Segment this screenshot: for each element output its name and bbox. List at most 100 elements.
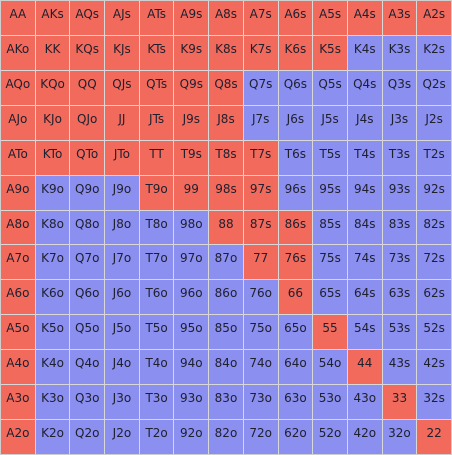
hand-cell[interactable]: 54o [313,350,347,385]
hand-cell[interactable]: AJo [1,105,35,140]
hand-cell[interactable]: QTo [70,140,105,175]
hand-cell[interactable]: K8s [209,35,243,70]
hand-cell[interactable]: J6s [278,105,313,140]
hand-cell[interactable]: T9o [139,175,174,210]
hand-cell[interactable]: A4o [1,350,35,385]
hand-cell[interactable]: KK [35,35,70,70]
hand-cell[interactable]: K8o [35,210,70,245]
hand-cell[interactable]: 62o [278,420,313,454]
hand-cell[interactable]: Q8o [70,210,105,245]
hand-cell[interactable]: J9s [174,105,209,140]
hand-cell[interactable]: Q2s [417,70,451,105]
hand-cell[interactable]: A7s [243,1,278,35]
hand-cell[interactable]: AJs [105,1,139,35]
hand-cell[interactable]: QJs [105,70,139,105]
hand-cell[interactable]: 42o [347,420,382,454]
hand-cell[interactable]: A2o [1,420,35,454]
hand-cell[interactable]: J3o [105,385,139,420]
hand-cell[interactable]: T8s [209,140,243,175]
hand-cell[interactable]: AKs [35,1,70,35]
hand-cell[interactable]: 75s [313,245,347,280]
hand-cell[interactable]: KTs [139,35,174,70]
hand-cell[interactable]: Q7s [243,70,278,105]
hand-cell[interactable]: 83o [209,385,243,420]
hand-cell[interactable]: Q6s [278,70,313,105]
hand-cell[interactable]: Q9s [174,70,209,105]
hand-cell[interactable]: Q3o [70,385,105,420]
hand-cell[interactable]: 94s [347,175,382,210]
hand-cell[interactable]: A9o [1,175,35,210]
hand-cell[interactable]: 92s [417,175,451,210]
hand-cell[interactable]: 42s [417,350,451,385]
hand-cell[interactable]: AKo [1,35,35,70]
hand-cell[interactable]: K5o [35,315,70,350]
hand-cell[interactable]: 53s [382,315,417,350]
hand-cell[interactable]: K3s [382,35,417,70]
hand-cell[interactable]: 82o [209,420,243,454]
hand-cell[interactable]: J5o [105,315,139,350]
hand-cell[interactable]: 43o [347,385,382,420]
hand-cell[interactable]: K5s [313,35,347,70]
hand-cell[interactable]: J2s [417,105,451,140]
hand-cell[interactable]: 54s [347,315,382,350]
hand-cell[interactable]: 98s [209,175,243,210]
hand-cell[interactable]: T8o [139,210,174,245]
hand-cell[interactable]: 97o [174,245,209,280]
hand-cell[interactable]: KTo [35,140,70,175]
hand-cell[interactable]: QTs [139,70,174,105]
hand-cell[interactable]: T3s [382,140,417,175]
hand-cell[interactable]: T6o [139,280,174,315]
hand-cell[interactable]: T2o [139,420,174,454]
hand-cell[interactable]: 66 [278,280,313,315]
hand-cell[interactable]: 65o [278,315,313,350]
hand-cell[interactable]: 74o [243,350,278,385]
hand-cell[interactable]: J4o [105,350,139,385]
hand-cell[interactable]: 85o [209,315,243,350]
hand-cell[interactable]: 94o [174,350,209,385]
hand-cell[interactable]: A3o [1,385,35,420]
hand-cell[interactable]: J3s [382,105,417,140]
hand-cell[interactable]: T7o [139,245,174,280]
hand-cell[interactable]: Q3s [382,70,417,105]
hand-cell[interactable]: 53o [313,385,347,420]
hand-cell[interactable]: 22 [417,420,451,454]
hand-cell[interactable]: K9s [174,35,209,70]
hand-cell[interactable]: A8o [1,210,35,245]
hand-cell[interactable]: 76o [243,280,278,315]
hand-cell[interactable]: K6o [35,280,70,315]
hand-cell[interactable]: 85s [313,210,347,245]
hand-cell[interactable]: KQo [35,70,70,105]
hand-cell[interactable]: 87s [243,210,278,245]
hand-cell[interactable]: Q5o [70,315,105,350]
hand-cell[interactable]: T4s [347,140,382,175]
hand-cell[interactable]: Q5s [313,70,347,105]
hand-cell[interactable]: 73o [243,385,278,420]
hand-cell[interactable]: A4s [347,1,382,35]
hand-cell[interactable]: T2s [417,140,451,175]
hand-cell[interactable]: J2o [105,420,139,454]
hand-cell[interactable]: KQs [70,35,105,70]
hand-cell[interactable]: 63s [382,280,417,315]
hand-cell[interactable]: ATs [139,1,174,35]
hand-cell[interactable]: 33 [382,385,417,420]
hand-cell[interactable]: T5o [139,315,174,350]
hand-cell[interactable]: J8s [209,105,243,140]
hand-cell[interactable]: 62s [417,280,451,315]
hand-cell[interactable]: K4o [35,350,70,385]
hand-cell[interactable]: AQs [70,1,105,35]
hand-cell[interactable]: 65s [313,280,347,315]
hand-cell[interactable]: 64s [347,280,382,315]
hand-cell[interactable]: QJo [70,105,105,140]
hand-cell[interactable]: A5s [313,1,347,35]
hand-cell[interactable]: 99 [174,175,209,210]
hand-cell[interactable]: J6o [105,280,139,315]
hand-cell[interactable]: Q2o [70,420,105,454]
hand-cell[interactable]: A9s [174,1,209,35]
hand-cell[interactable]: J7o [105,245,139,280]
hand-cell[interactable]: 95s [313,175,347,210]
hand-cell[interactable]: T9s [174,140,209,175]
hand-cell[interactable]: 97s [243,175,278,210]
hand-cell[interactable]: Q6o [70,280,105,315]
hand-cell[interactable]: K2s [417,35,451,70]
hand-cell[interactable]: 76s [278,245,313,280]
